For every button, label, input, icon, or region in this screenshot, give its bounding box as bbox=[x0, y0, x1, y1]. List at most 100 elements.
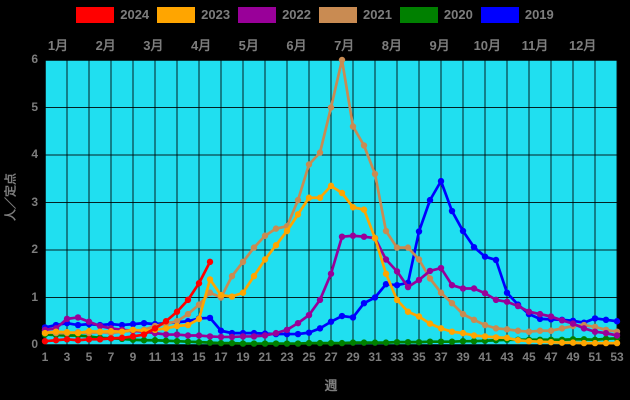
legend-swatch-2022 bbox=[238, 7, 277, 23]
series-marker-2020 bbox=[393, 338, 401, 346]
series-marker-2022 bbox=[481, 290, 489, 297]
series-marker-2020 bbox=[349, 339, 357, 346]
x-tick-label: 33 bbox=[390, 350, 404, 364]
series-marker-2022 bbox=[250, 333, 258, 340]
series-marker-2022 bbox=[338, 233, 346, 240]
series-marker-2021 bbox=[195, 301, 203, 308]
month-label: 3月 bbox=[143, 38, 164, 53]
series-marker-2019 bbox=[602, 316, 610, 324]
series-marker-2021 bbox=[228, 272, 236, 280]
series-marker-2022 bbox=[547, 313, 555, 320]
series-marker-2022 bbox=[305, 311, 313, 319]
series-marker-2021 bbox=[250, 244, 258, 251]
series-marker-2023 bbox=[514, 337, 522, 344]
series-marker-2023 bbox=[305, 194, 313, 201]
series-marker-2024 bbox=[63, 336, 71, 343]
series-marker-2021 bbox=[305, 161, 313, 168]
series-marker-2023 bbox=[580, 339, 588, 347]
series-marker-2022 bbox=[492, 296, 500, 304]
x-tick-label: 13 bbox=[170, 350, 184, 364]
series-marker-2019 bbox=[481, 253, 489, 260]
series-marker-2024 bbox=[129, 333, 137, 340]
series-marker-2019 bbox=[327, 318, 335, 325]
series-marker-2024 bbox=[162, 318, 170, 325]
series-marker-2023 bbox=[316, 194, 324, 201]
series-marker-2023 bbox=[184, 321, 192, 329]
series-marker-2019 bbox=[371, 294, 379, 301]
x-tick-label: 25 bbox=[302, 350, 316, 364]
month-label: 2月 bbox=[95, 38, 116, 53]
series-marker-2022 bbox=[514, 302, 522, 310]
legend-swatch-2021 bbox=[319, 7, 357, 23]
series-marker-2019 bbox=[415, 228, 423, 235]
series-marker-2022 bbox=[316, 296, 324, 304]
series-marker-2024 bbox=[206, 258, 214, 266]
series-marker-2019 bbox=[492, 256, 500, 264]
series-marker-2022 bbox=[96, 322, 104, 330]
y-tick-label: 6 bbox=[31, 52, 38, 66]
series-marker-2022 bbox=[272, 329, 280, 337]
series-marker-2021 bbox=[448, 300, 456, 307]
series-marker-2021 bbox=[404, 244, 412, 251]
month-label: 4月 bbox=[190, 38, 212, 53]
series-marker-2023 bbox=[591, 339, 599, 347]
series-marker-2023 bbox=[162, 325, 170, 332]
month-label: 1月 bbox=[47, 38, 69, 53]
series-marker-2023 bbox=[547, 338, 555, 346]
series-marker-2022 bbox=[283, 326, 291, 333]
series-marker-2020 bbox=[316, 339, 324, 347]
series-marker-2022 bbox=[173, 331, 181, 338]
series-marker-2022 bbox=[382, 256, 390, 263]
month-label: 12月 bbox=[568, 38, 597, 53]
series-marker-2023 bbox=[272, 242, 280, 249]
series-marker-2021 bbox=[514, 327, 522, 334]
series-marker-2019 bbox=[217, 327, 225, 334]
series-marker-2021 bbox=[206, 289, 214, 296]
series-marker-2022 bbox=[558, 317, 566, 324]
y-axis-title: 人／定点 bbox=[3, 172, 18, 222]
legend-item-2023: 2023 bbox=[157, 7, 230, 23]
series-marker-2023 bbox=[327, 182, 335, 190]
series-marker-2022 bbox=[184, 332, 192, 339]
series-marker-2021 bbox=[239, 258, 247, 266]
series-marker-2020 bbox=[250, 340, 258, 347]
series-marker-2024 bbox=[151, 325, 159, 332]
x-tick-label: 1 bbox=[41, 350, 49, 364]
legend: 2024 2023 2022 2021 2020 2019 bbox=[0, 7, 630, 23]
x-tick-label: 23 bbox=[280, 350, 294, 364]
series-marker-2023 bbox=[481, 333, 489, 340]
legend-swatch-2020 bbox=[399, 7, 438, 23]
x-tick-label: 39 bbox=[456, 350, 470, 364]
series-marker-2022 bbox=[503, 298, 511, 305]
series-marker-2021 bbox=[393, 244, 401, 251]
series-marker-2020 bbox=[195, 338, 203, 346]
series-marker-2019 bbox=[437, 177, 445, 185]
series-marker-2023 bbox=[63, 328, 71, 336]
series-marker-2022 bbox=[327, 270, 335, 277]
series-marker-2019 bbox=[448, 207, 456, 215]
series-marker-2019 bbox=[294, 330, 302, 338]
series-marker-2022 bbox=[426, 267, 434, 275]
series-marker-2023 bbox=[371, 234, 379, 242]
series-marker-2019 bbox=[118, 321, 126, 329]
series-marker-2019 bbox=[426, 196, 434, 204]
series-marker-2021 bbox=[316, 149, 324, 156]
series-marker-2024 bbox=[85, 336, 93, 343]
series-marker-2023 bbox=[536, 338, 544, 345]
legend-item-2024: 2024 bbox=[76, 7, 149, 23]
x-tick-label: 9 bbox=[129, 350, 137, 364]
series-marker-2020 bbox=[151, 337, 159, 344]
series-marker-2021 bbox=[591, 323, 599, 331]
y-tick-label: 3 bbox=[31, 194, 38, 209]
series-marker-2020 bbox=[305, 339, 313, 347]
legend-item-2022: 2022 bbox=[238, 7, 311, 23]
month-label: 6月 bbox=[286, 38, 307, 53]
series-marker-2020 bbox=[294, 340, 302, 347]
series-marker-2020 bbox=[426, 338, 434, 345]
series-marker-2022 bbox=[536, 310, 544, 318]
series-marker-2023 bbox=[448, 328, 456, 335]
series-marker-2020 bbox=[283, 340, 291, 347]
x-tick-label: 29 bbox=[346, 350, 360, 364]
series-marker-2021 bbox=[426, 275, 434, 282]
series-marker-2023 bbox=[283, 227, 291, 235]
